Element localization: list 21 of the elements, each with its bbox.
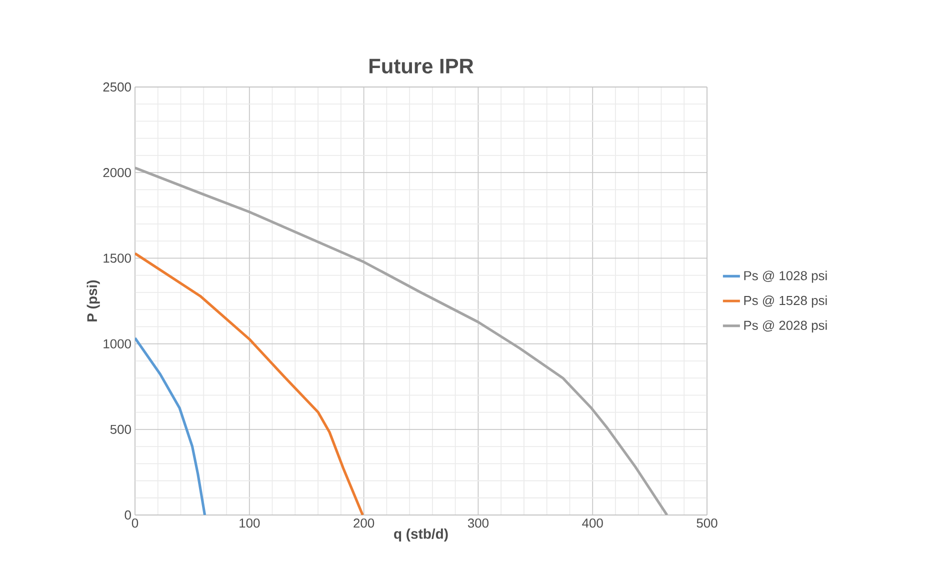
line-series (135, 336, 206, 515)
y-tick-label: 1500 (104, 254, 131, 263)
x-tick-label: 400 (582, 518, 603, 528)
y-tick-label: 500 (110, 424, 131, 434)
chart-title: Future IPR (370, 58, 474, 74)
x-tick-label: 500 (696, 518, 718, 528)
line-series (135, 166, 668, 515)
x-axis-title: q (stb/d) (394, 528, 448, 542)
x-tick-label: 300 (468, 518, 489, 528)
y-tick-label: 1000 (104, 339, 131, 348)
legend-label: Ps @ 2028 psi (744, 320, 827, 332)
y-axis-title: P (psi) (86, 280, 100, 322)
legend-label: Ps @ 1528 psi (744, 296, 827, 308)
x-tick-label: 200 (354, 518, 374, 528)
line-series (135, 252, 364, 515)
legend-label: Ps @ 1028 psi (744, 270, 827, 283)
y-tick-label: 2500 (103, 82, 131, 92)
y-tick-label: 2000 (103, 168, 131, 178)
y-tick-label: 0 (124, 510, 131, 520)
x-tick-label: 0 (132, 518, 138, 528)
x-tick-label: 100 (240, 518, 260, 528)
